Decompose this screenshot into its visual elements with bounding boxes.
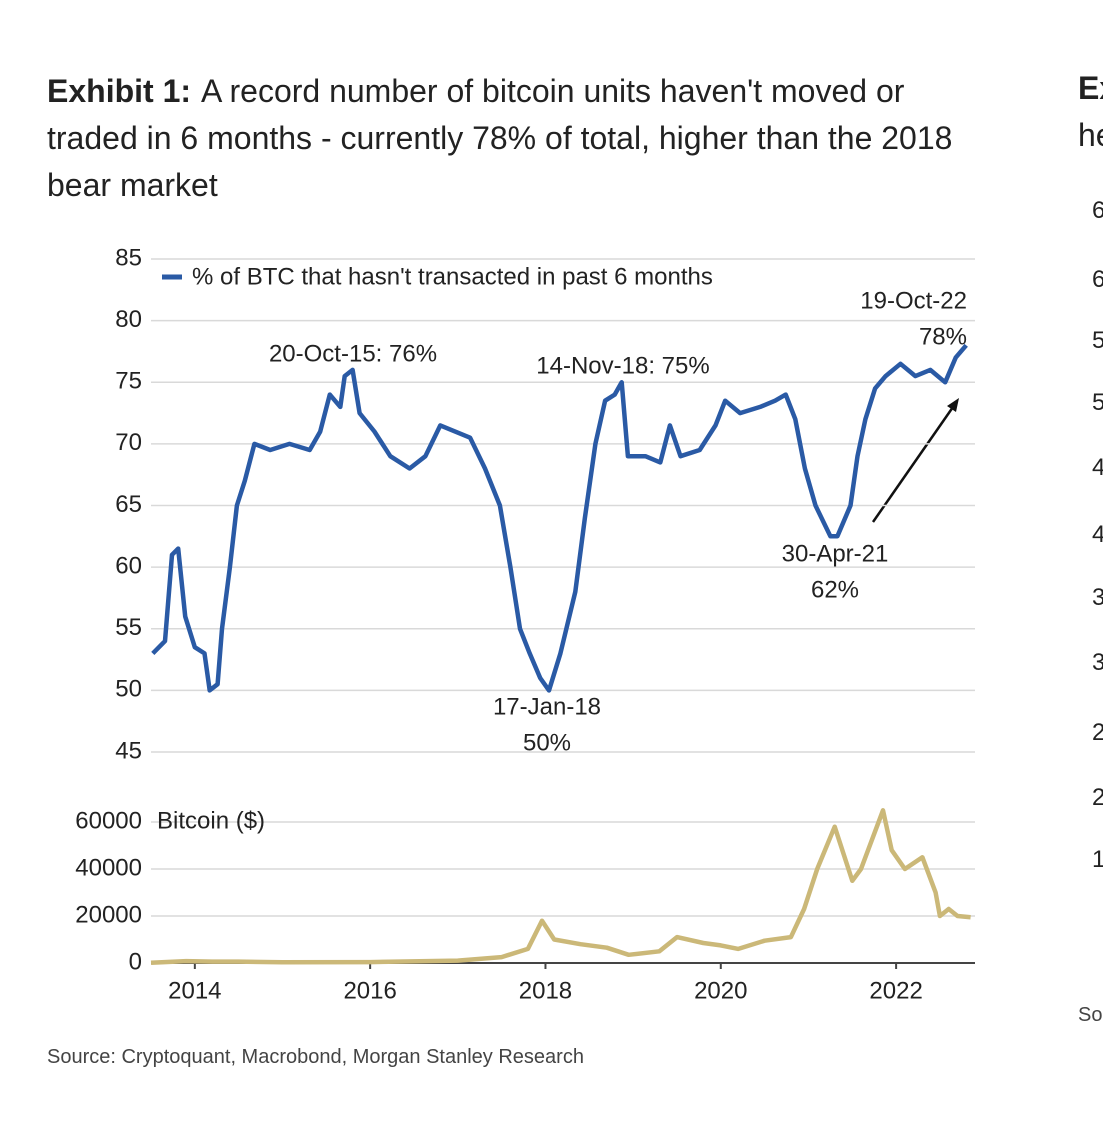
x-tick-label: 2020 — [694, 977, 747, 1004]
data-line — [150, 808, 971, 966]
tick-fragment: 5 — [1092, 327, 1103, 354]
tick-fragment: 2 — [1092, 719, 1103, 746]
annotation: 14-Nov-18: 75% — [536, 352, 709, 379]
y-tick-label: 80 — [115, 306, 142, 333]
y-tick-label: 65 — [115, 491, 142, 518]
title-fragment: he — [1078, 117, 1103, 153]
tick-fragment: 4 — [1092, 454, 1103, 481]
series-label: Bitcoin ($) — [157, 807, 265, 834]
x-tick-label: 2014 — [168, 977, 221, 1004]
arrow-head — [947, 398, 959, 412]
y-tick-label: 75 — [115, 368, 142, 395]
tick-fragment: 3 — [1092, 584, 1103, 611]
y-tick-label: 50 — [115, 676, 142, 703]
x-tick-label: 2022 — [869, 977, 922, 1004]
y-tick-label: 60 — [115, 552, 142, 579]
annotation: 17-Jan-18 — [493, 693, 601, 720]
annotation-arrow — [871, 406, 955, 523]
y-tick-label: 70 — [115, 429, 142, 456]
y-tick-label: 60000 — [75, 807, 142, 834]
y-tick-label: 40000 — [75, 854, 142, 881]
source-fragment: So — [1078, 1004, 1103, 1026]
annotation: 20-Oct-15: 76% — [269, 340, 437, 367]
annotation: 62% — [811, 576, 859, 603]
exhibit-label: Exhibit 1: — [47, 73, 192, 109]
annotation: 78% — [919, 323, 967, 350]
annotation: 50% — [523, 729, 571, 756]
y-tick-label: 55 — [115, 614, 142, 641]
x-tick-label: 2016 — [343, 977, 396, 1004]
source: Source: Cryptoquant, Macrobond, Morgan S… — [47, 1046, 584, 1068]
title-text: A record number of bitcoin units haven't… — [47, 73, 953, 203]
y-tick-label: 85 — [115, 244, 142, 271]
y-tick-label: 20000 — [75, 901, 142, 928]
title-fragment: Ex — [1078, 70, 1103, 106]
tick-fragment: 2 — [1092, 784, 1103, 811]
tick-fragment: 3 — [1092, 649, 1103, 676]
tick-fragment: 6 — [1092, 266, 1103, 293]
exhibit-title: Exhibit 1: A record number of bitcoin uni… — [47, 68, 987, 209]
data-line — [151, 343, 968, 693]
chart: 45 50 55 60 65 70 75 80 85 % of BTC that hasn't t… — [75, 244, 975, 1004]
y-tick-label: 45 — [115, 737, 142, 764]
y-tick-label: 0 — [129, 948, 142, 975]
tick-fragment: 1 — [1092, 846, 1103, 873]
annotation: 19-Oct-22 — [860, 287, 967, 314]
annotation: 30-Apr-21 — [782, 540, 889, 567]
tick-fragment: 6 — [1092, 197, 1103, 224]
legend-label: % of BTC that hasn't transacted in past … — [192, 263, 713, 290]
x-tick-label: 2018 — [519, 977, 572, 1004]
tick-fragment: 5 — [1092, 389, 1103, 416]
tick-fragment: 4 — [1092, 521, 1103, 548]
